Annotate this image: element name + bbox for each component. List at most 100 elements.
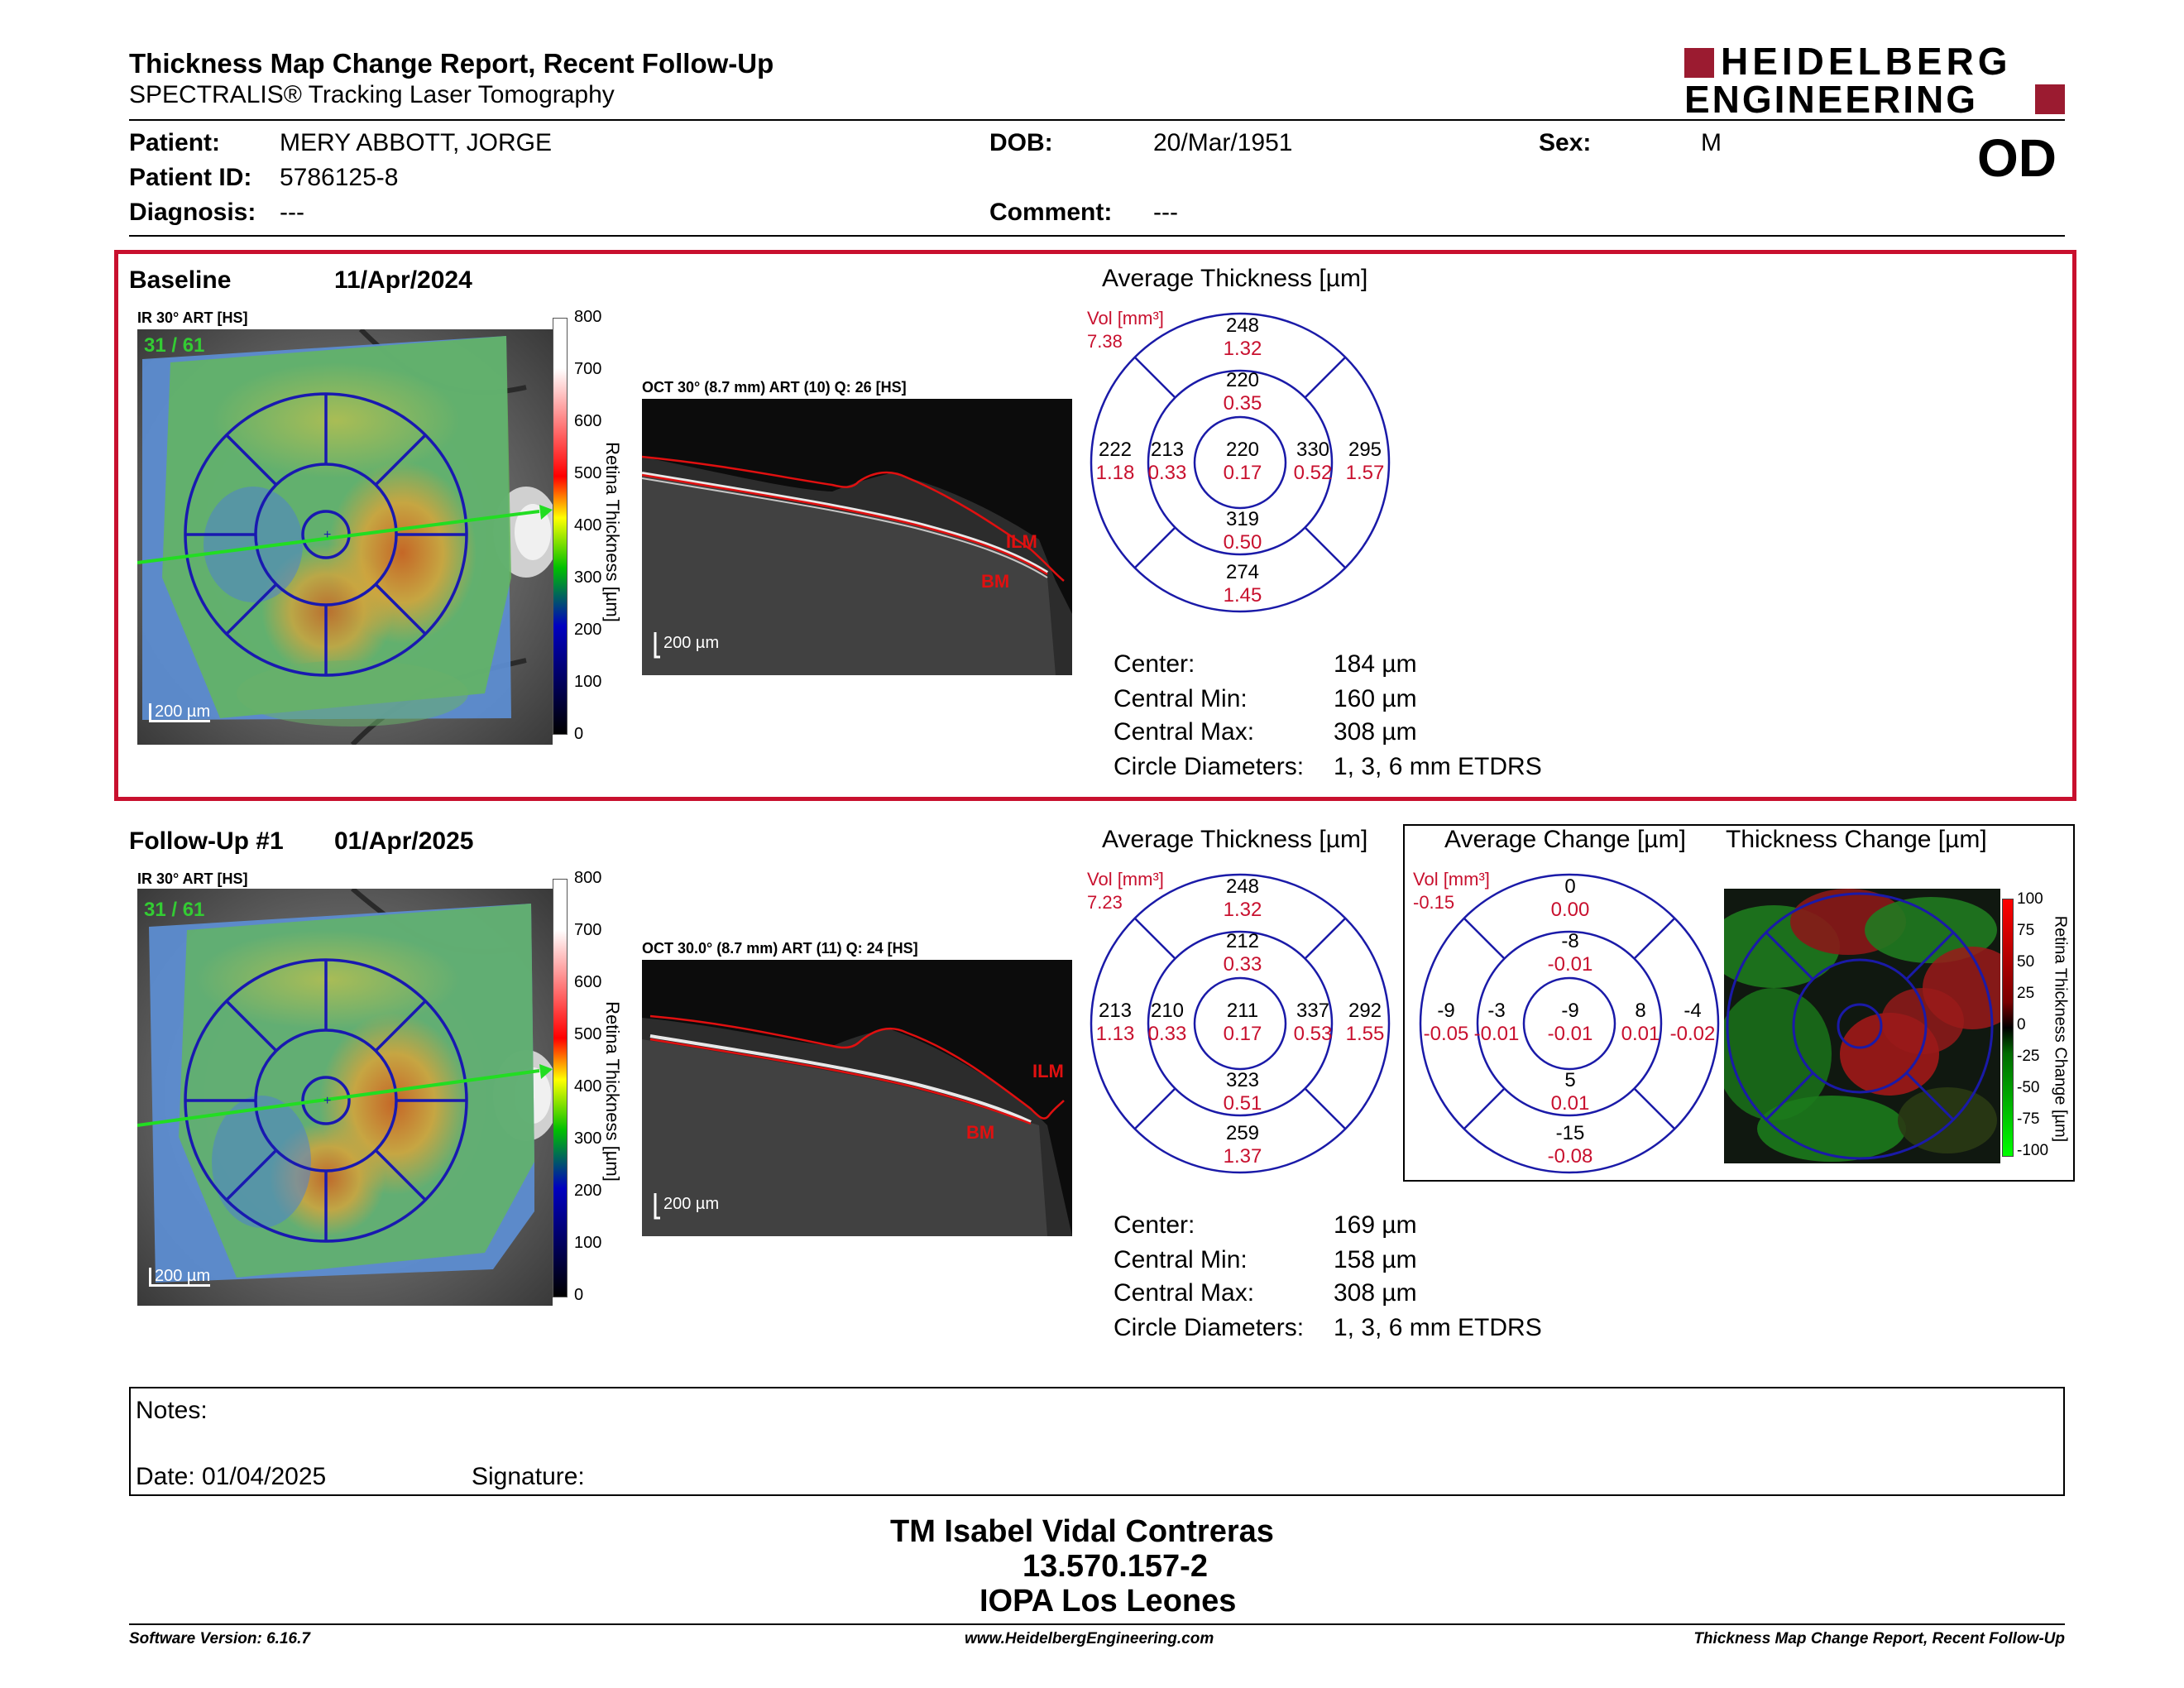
sector-inner-tmp-thickness: 210	[1150, 1000, 1185, 1022]
change-tick: -25	[2017, 1048, 2040, 1065]
change-outer-nas-volume: -0.02	[1669, 1023, 1716, 1045]
baseline-center-value: 184 µm	[1334, 650, 1417, 678]
baseline-min-value: 160 µm	[1334, 685, 1417, 712]
sex-label: Sex:	[1539, 129, 1592, 156]
notes-signature: Signature:	[472, 1463, 585, 1490]
sector-inner-inf-thickness: 319	[1225, 508, 1260, 530]
sector-outer-sup-thickness: 248	[1225, 314, 1260, 337]
sector-inner-nas-thickness: 330	[1296, 439, 1330, 461]
change-colorbar	[2002, 899, 2014, 1157]
baseline-date: 11/Apr/2024	[334, 266, 472, 294]
change-outer-sup-thickness: 0	[1564, 875, 1576, 898]
change-outer-nas-thickness: -4	[1684, 1000, 1702, 1022]
colorbar-tick: 200	[574, 1182, 602, 1200]
colorbar-tick: 300	[574, 1129, 602, 1148]
sector-outer-tmp-thickness: 222	[1098, 439, 1133, 461]
logo-square-top	[1684, 48, 1714, 78]
sector-outer-inf-thickness: 259	[1225, 1122, 1260, 1144]
followup-min-label: Central Min:	[1114, 1246, 1248, 1273]
colorbar-tick: 400	[574, 516, 602, 535]
followup-colorbar-ticks: 800 700 600 500 400 300 200 100 0	[574, 869, 624, 1304]
colorbar-tick: 700	[574, 360, 602, 378]
thickness-change-map	[1724, 889, 2000, 1163]
sector-outer-nas-volume: 1.55	[1345, 1023, 1385, 1045]
comment-value: ---	[1153, 199, 1178, 226]
followup-label: Follow-Up #1	[129, 827, 284, 855]
sector-outer-tmp-volume: 1.18	[1095, 462, 1135, 484]
colorbar-tick: 300	[574, 568, 602, 587]
colorbar-tick: 600	[574, 973, 602, 991]
patient-label: Patient:	[129, 129, 221, 156]
colorbar-tick: 800	[574, 308, 602, 326]
followup-oct-label: OCT 30.0° (8.7 mm) ART (11) Q: 24 [HS]	[642, 940, 918, 957]
notes-date: Date: 01/04/2025	[136, 1463, 327, 1490]
followup-date: 01/Apr/2025	[334, 827, 474, 855]
followup-oct-scale: 200 µm	[663, 1195, 720, 1213]
baseline-frame	[114, 250, 2076, 801]
logo-text-line1: HEIDELBERG	[1721, 40, 2012, 83]
baseline-oct-scale: 200 µm	[663, 634, 720, 652]
baseline-fundus-svg: +	[137, 329, 553, 745]
footer-version: Software Version: 6.16.7	[129, 1630, 310, 1647]
colorbar-tick: 100	[574, 673, 602, 691]
baseline-label: Baseline	[129, 266, 232, 294]
followup-frame-count: 31 / 61	[144, 899, 205, 921]
change-outer-tmp-volume: -0.05	[1423, 1023, 1469, 1045]
change-tick: 0	[2017, 1016, 2026, 1033]
colorbar-tick: 400	[574, 1077, 602, 1096]
followup-colorbar-title: Retina Thickness [µm]	[602, 1001, 623, 1182]
followup-fundus-image: + 31 / 61 200 µm	[137, 889, 553, 1306]
sector-center-volume: 0.17	[1223, 1023, 1262, 1045]
change-frame	[1403, 824, 2075, 1182]
baseline-oct-image: ILM BM 200 µm	[642, 399, 1072, 675]
footer-url[interactable]: www.HeidelbergEngineering.com	[965, 1630, 1214, 1647]
followup-etdrs-overlay	[184, 958, 468, 1243]
comment-label: Comment:	[989, 199, 1113, 226]
change-tick: 100	[2017, 890, 2043, 908]
followup-center-label: Center:	[1114, 1211, 1195, 1239]
change-outer-inf-thickness: -15	[1555, 1122, 1585, 1144]
sector-outer-tmp-thickness: 213	[1098, 1000, 1133, 1022]
notes-box	[129, 1387, 2065, 1496]
followup-colorbar	[553, 879, 568, 1297]
colorbar-tick: 200	[574, 621, 602, 639]
baseline-oct-svg: ILM BM	[642, 399, 1072, 675]
change-inner-tmp-thickness: -3	[1487, 1000, 1506, 1022]
diagnosis-label: Diagnosis:	[129, 199, 256, 226]
heidelberg-logo: HEIDELBERG ENGINEERING	[1684, 41, 2065, 119]
change-tick: -75	[2017, 1110, 2040, 1128]
followup-fundus-scale: 200 µm	[149, 1268, 211, 1287]
baseline-ilm-label: ILM	[1006, 531, 1037, 552]
signoff-org: IOPA Los Leones	[979, 1584, 1237, 1618]
diagnosis-value: ---	[280, 199, 304, 226]
baseline-vol-total: 7.38	[1087, 331, 1123, 352]
baseline-circle-label: Circle Diameters:	[1114, 753, 1305, 780]
colorbar-tick: 700	[574, 921, 602, 939]
change-vol-label: Vol [mm³]	[1413, 869, 1490, 890]
baseline-etdrs-overlay	[184, 392, 468, 677]
footer-report-name: Thickness Map Change Report, Recent Foll…	[1693, 1630, 2065, 1647]
change-tick: 75	[2017, 922, 2035, 939]
baseline-ir-label: IR 30° ART [HS]	[137, 309, 248, 326]
change-inner-sup-thickness: -8	[1561, 930, 1579, 952]
followup-bm-label: BM	[966, 1122, 994, 1143]
sector-outer-inf-volume: 1.37	[1223, 1145, 1262, 1168]
sector-inner-tmp-volume: 0.33	[1147, 462, 1187, 484]
change-inner-nas-volume: 0.01	[1621, 1023, 1660, 1045]
sector-inner-sup-volume: 0.33	[1223, 953, 1262, 976]
baseline-oct-label: OCT 30° (8.7 mm) ART (10) Q: 26 [HS]	[642, 379, 907, 396]
change-outer-inf-volume: -0.08	[1547, 1145, 1593, 1168]
change-avg-title: Average Change [µm]	[1444, 826, 1686, 853]
change-vol-total: -0.15	[1413, 892, 1455, 913]
baseline-colorbar-title: Retina Thickness [µm]	[602, 442, 623, 622]
change-inner-inf-volume: 0.01	[1550, 1092, 1590, 1115]
change-center-volume: -0.01	[1547, 1023, 1593, 1045]
dob-label: DOB:	[989, 129, 1053, 156]
change-tick: -50	[2017, 1079, 2040, 1096]
colorbar-tick: 0	[574, 1286, 584, 1304]
sector-inner-nas-volume: 0.52	[1293, 462, 1333, 484]
sector-inner-sup-volume: 0.35	[1223, 392, 1262, 415]
sector-outer-nas-volume: 1.57	[1345, 462, 1385, 484]
sex-value: M	[1701, 129, 1722, 156]
change-inner-tmp-volume: -0.01	[1473, 1023, 1520, 1045]
